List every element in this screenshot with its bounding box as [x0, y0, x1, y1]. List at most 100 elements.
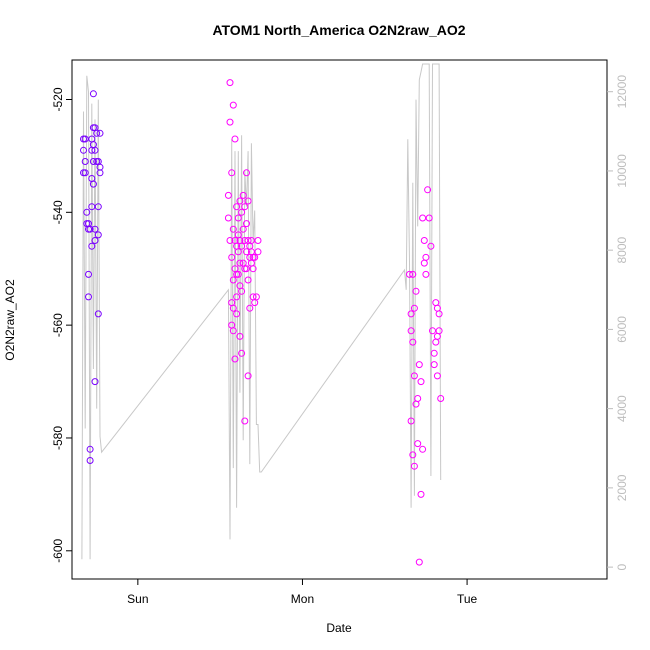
series-1-point	[88, 242, 96, 250]
y2-tick-label: 10000	[615, 154, 629, 188]
series-2-point	[435, 310, 443, 318]
series-2-point	[238, 208, 246, 216]
series-2-point	[233, 203, 241, 211]
series-1-point	[93, 129, 101, 137]
series-2-point	[236, 332, 244, 340]
y2-tick-label: 0	[615, 563, 629, 570]
y-axis-title: O2N2raw_AO2	[3, 279, 17, 361]
series-2-point	[238, 287, 246, 295]
series-2-point	[424, 186, 432, 194]
series-2-point	[430, 349, 438, 357]
series-2-point	[228, 169, 236, 177]
series-2-point	[410, 462, 418, 470]
series-2-point	[249, 265, 257, 273]
x-tick-label: Mon	[291, 592, 314, 606]
series-2-point	[415, 361, 423, 369]
series-2-point	[229, 225, 237, 233]
series-2-point	[422, 253, 430, 261]
series-2-point	[417, 378, 425, 386]
series-2-point	[254, 237, 262, 244]
series-2-point	[241, 417, 249, 425]
series-1-point	[83, 208, 91, 216]
series-2-point	[234, 270, 242, 278]
series-2-point	[239, 191, 247, 199]
series-2-point	[419, 214, 427, 222]
series-2-point	[415, 558, 423, 566]
series-2-point	[407, 417, 415, 425]
y-tick-label: -580	[51, 426, 65, 450]
y2-tick-label: 8000	[615, 236, 629, 263]
series-2-point	[412, 287, 420, 295]
y-axis: -600 -580 -560 -540 -520	[51, 87, 72, 563]
series-2-point	[409, 451, 417, 459]
series-2-point	[244, 372, 252, 380]
series-2-point	[228, 253, 236, 261]
series-2-point	[427, 242, 435, 250]
series-1-point	[81, 158, 89, 165]
series-2-point	[246, 304, 254, 312]
series-2-point	[414, 440, 422, 448]
series-2-point	[224, 214, 232, 222]
series-1-point	[94, 310, 102, 318]
series-2-point	[243, 169, 250, 177]
x-tick-label: Sun	[127, 592, 148, 606]
y2-tick-label: 6000	[615, 316, 629, 343]
series-2-point	[420, 237, 428, 244]
series-2-point	[226, 79, 234, 87]
series-2-point	[243, 220, 250, 228]
series-2-point	[437, 395, 445, 402]
series-2-point	[409, 270, 417, 278]
series-1-point	[91, 378, 99, 386]
chart-title: ATOM1 North_America O2N2raw_AO2	[212, 22, 465, 38]
y2-tick-label: 2000	[615, 474, 629, 501]
series-2-point	[433, 372, 441, 380]
plot-frame	[71, 59, 608, 580]
y-tick-label: -560	[51, 313, 65, 337]
series-1-point	[86, 445, 94, 453]
y-tick-label: -540	[51, 200, 65, 224]
series-2-point	[231, 135, 239, 143]
series-2-point	[229, 327, 237, 335]
series-2-point	[432, 338, 440, 346]
series-1-point	[81, 135, 89, 143]
series-2-point	[234, 214, 242, 222]
series-2-point	[247, 237, 255, 244]
series-2-point	[407, 327, 415, 335]
series-2-point	[432, 299, 440, 307]
series-2-point	[231, 265, 239, 273]
series-2-point	[417, 490, 425, 498]
series-2-point	[409, 338, 417, 346]
series-2-point	[251, 253, 259, 261]
series-2-point	[407, 310, 415, 318]
series-2-point	[414, 395, 422, 402]
y2-tick-label: 4000	[615, 395, 629, 422]
series-1-point	[91, 225, 99, 233]
series-2-point	[433, 304, 441, 312]
series-2-point	[226, 237, 234, 244]
series-1-point	[94, 231, 102, 239]
series-1-point	[94, 203, 102, 211]
series-2-point	[231, 355, 239, 363]
series-2-point	[246, 242, 254, 250]
series-2-point	[234, 248, 242, 256]
series-2-point	[236, 259, 244, 267]
series-2-point	[226, 118, 234, 126]
series-2-point	[433, 332, 441, 340]
series-2-point	[241, 203, 249, 211]
series-2-point	[239, 225, 247, 233]
series-2-point	[233, 293, 241, 301]
y-tick-label: -520	[51, 87, 65, 111]
series-2-point	[244, 197, 252, 205]
x-axis-title: Date	[326, 621, 352, 635]
series-1-point	[85, 270, 92, 278]
series-2-point	[430, 361, 438, 369]
series-2-point	[406, 270, 413, 278]
x-axis: Sun Mon Tue	[127, 579, 478, 606]
x-tick-label: Tue	[457, 592, 478, 606]
series-1-point	[89, 90, 97, 98]
series-2-point	[435, 327, 443, 335]
series-1-point	[86, 457, 94, 464]
series-1-point	[89, 180, 97, 188]
series-2-point	[224, 191, 232, 199]
